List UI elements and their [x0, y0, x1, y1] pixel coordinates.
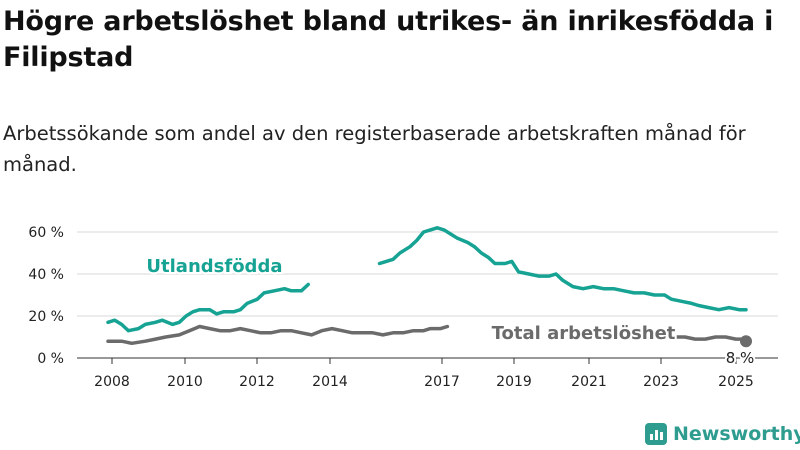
series-labels: Utlandsfödda Total arbetslöshet 8 %	[144, 254, 756, 369]
end-point-marker	[740, 335, 752, 348]
x-tick-label: 2008	[94, 374, 130, 390]
series-lines	[106, 226, 752, 348]
x-tick-label: 2021	[571, 374, 607, 390]
series-line	[106, 282, 310, 333]
series-label: Utlandsfödda	[146, 256, 282, 277]
y-tick-label: 20 %	[28, 309, 64, 325]
series-line	[571, 333, 748, 341]
x-tick-label: 2025	[718, 374, 754, 390]
newsworthy-logo: Newsworthy	[645, 420, 800, 448]
y-axis-ticks: 0 % 20 % 40 % 60 %	[28, 225, 64, 367]
logo-text: Newsworthy	[673, 423, 800, 445]
series-line	[106, 324, 450, 346]
y-tick-label: 40 %	[28, 267, 64, 283]
series-label: Total arbetslöshet	[492, 323, 676, 344]
x-tick-label: 2019	[496, 374, 532, 390]
chart-title: Högre arbetslöshet bland utrikes- än inr…	[3, 6, 774, 73]
x-tick-label: 2010	[167, 374, 203, 390]
x-tick-label: 2014	[312, 374, 348, 390]
line-chart: 0 % 20 % 40 % 60 % 2008 2010 2012 2014 2017 2019…	[28, 225, 778, 390]
x-tick-label: 2012	[239, 374, 275, 390]
logo-icon	[645, 423, 667, 445]
y-tick-label: 0 %	[37, 351, 64, 367]
x-tick-label: 2017	[424, 374, 460, 390]
x-tick-label: 2023	[643, 374, 679, 390]
series-label: 8 %	[726, 349, 755, 367]
chart-subtitle: Arbetssökande som andel av den registerb…	[3, 122, 746, 176]
series-line	[377, 226, 748, 312]
y-tick-label: 60 %	[28, 225, 64, 241]
x-axis: 2008 2010 2012 2014 2017 2019 2021 2023 2025	[77, 357, 778, 390]
